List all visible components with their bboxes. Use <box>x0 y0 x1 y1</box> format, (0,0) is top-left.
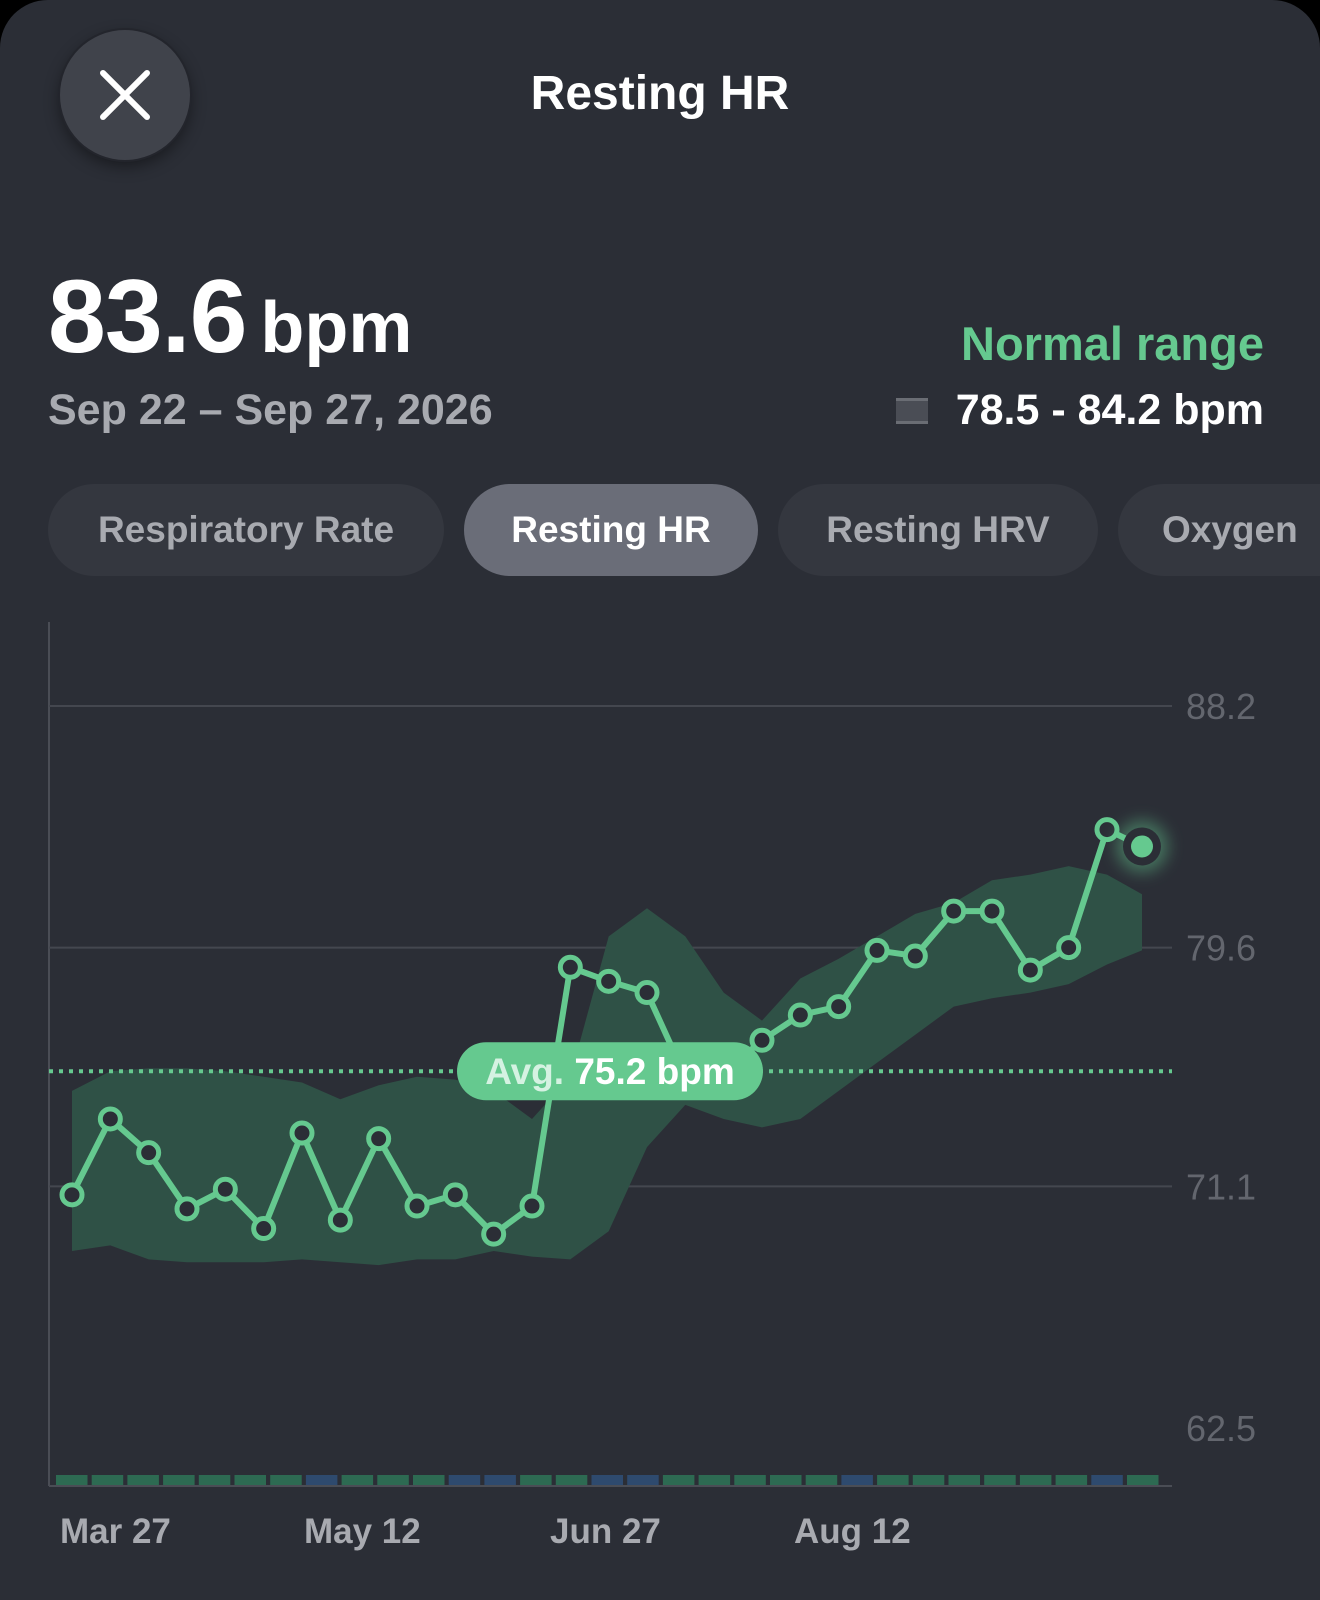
data-point <box>634 980 660 1006</box>
day-bar <box>413 1475 445 1485</box>
day-bar <box>198 1475 231 1485</box>
data-point <box>59 1182 85 1208</box>
day-bar <box>56 1475 88 1485</box>
bars-layer <box>56 1475 1159 1485</box>
y-tick-label: 62.5 <box>1186 1408 1256 1449</box>
day-bar <box>555 1475 588 1485</box>
data-point <box>787 1002 813 1028</box>
day-bar <box>591 1475 623 1485</box>
average-label-pill <box>457 1042 763 1101</box>
day-bar <box>912 1475 945 1485</box>
day-bar <box>91 1475 124 1485</box>
data-point <box>289 1120 315 1146</box>
tab-label: Respiratory Rate <box>97 509 395 550</box>
x-tick-label: Mar 27 <box>60 1512 171 1551</box>
data-point <box>979 898 1005 924</box>
day-bar <box>948 1475 980 1485</box>
x-tick-label: Jun 27 <box>550 1512 661 1551</box>
data-point <box>596 968 622 994</box>
day-bar <box>805 1475 838 1485</box>
day-bar <box>1127 1475 1159 1485</box>
tab-resting-hr[interactable]: Resting HR <box>464 484 758 576</box>
day-bar <box>734 1475 766 1485</box>
day-bar <box>1091 1475 1123 1485</box>
points-layer <box>59 817 1168 1247</box>
day-bar <box>305 1475 338 1485</box>
data-point <box>941 898 967 924</box>
tab-oxygen[interactable]: Oxygen <box>1118 484 1320 576</box>
data-point <box>136 1140 162 1166</box>
average-prefix: Avg. <box>485 1051 574 1092</box>
tab-label: Oxygen <box>1162 509 1298 550</box>
x-tick-label: Aug 12 <box>794 1512 911 1551</box>
data-point <box>902 943 928 969</box>
close-icon <box>100 70 150 120</box>
day-bar <box>234 1475 266 1485</box>
date-range: Sep 22 – Sep 27, 2026 <box>48 386 493 434</box>
status-label: Normal range <box>961 317 1264 370</box>
value-unit: bpm <box>260 288 413 368</box>
value-number: 83.6 <box>48 259 247 375</box>
day-bar <box>270 1475 302 1485</box>
day-bar <box>448 1475 481 1485</box>
data-point <box>481 1221 507 1247</box>
data-point <box>826 994 852 1020</box>
data-point <box>1056 935 1082 961</box>
data-point <box>864 937 890 963</box>
data-point <box>251 1216 277 1242</box>
x-tick-label: May 12 <box>304 1512 421 1551</box>
day-bar <box>627 1475 659 1485</box>
y-tick-label: 88.2 <box>1186 686 1256 727</box>
average-label-layer: Avg. 75.2 bpm <box>457 1042 763 1101</box>
average-value: 75.2 bpm <box>574 1051 734 1092</box>
day-bar <box>698 1475 731 1485</box>
range-text: 78.5 - 84.2 bpm <box>955 386 1264 434</box>
tab-resting-hrv[interactable]: Resting HRV <box>778 484 1098 576</box>
day-bar <box>841 1475 873 1485</box>
data-point <box>1094 817 1120 843</box>
day-bar <box>770 1475 802 1485</box>
data-point <box>174 1196 200 1222</box>
data-point <box>442 1182 468 1208</box>
tab-label: Resting HRV <box>826 509 1050 550</box>
data-point <box>404 1193 430 1219</box>
tab-label: Resting HR <box>511 509 711 550</box>
day-bar <box>662 1475 695 1485</box>
tab-respiratory-rate[interactable]: Respiratory Rate <box>48 484 444 576</box>
data-point <box>366 1126 392 1152</box>
y-tick-label: 79.6 <box>1186 928 1256 969</box>
current-point <box>1131 835 1153 858</box>
data-point <box>212 1176 238 1202</box>
normal-range: 78.5 - 84.2 bpm <box>895 386 1264 435</box>
day-bar <box>341 1475 374 1485</box>
day-bar <box>127 1475 159 1485</box>
day-bar <box>1019 1475 1052 1485</box>
data-point <box>1017 957 1043 983</box>
data-point <box>519 1193 545 1219</box>
y-tick-layer: 88.2 79.6 71.1 62.5 <box>1186 686 1256 1449</box>
day-bar <box>984 1475 1016 1485</box>
current-value: 83.6 bpm <box>48 258 412 377</box>
day-bar <box>484 1475 516 1485</box>
day-bar <box>1055 1475 1088 1485</box>
range-swatch-icon <box>895 397 928 424</box>
average-label: Avg. 75.2 bpm <box>485 1051 735 1092</box>
day-bar <box>377 1475 409 1485</box>
resting-hr-chart: Avg. 75.2 bpm 88.2 79.6 71.1 62.5 <box>48 622 1256 1487</box>
data-point <box>557 954 583 980</box>
data-point <box>97 1106 123 1132</box>
page-title: Resting HR <box>530 67 790 120</box>
day-bar <box>520 1475 552 1485</box>
day-bar <box>877 1475 909 1485</box>
data-point <box>327 1207 353 1233</box>
close-button[interactable] <box>60 30 190 160</box>
data-point <box>749 1027 775 1053</box>
day-bar <box>163 1475 195 1485</box>
y-tick-label: 71.1 <box>1186 1166 1256 1207</box>
